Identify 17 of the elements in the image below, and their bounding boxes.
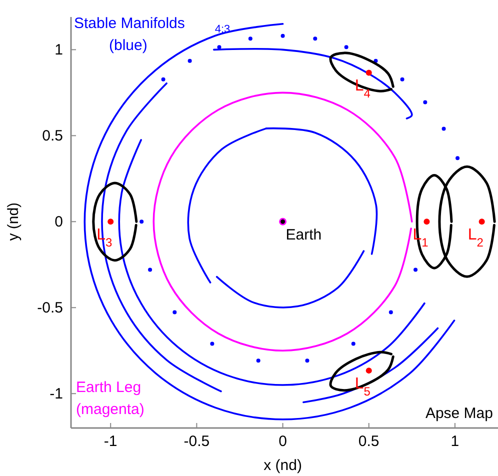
x-tick-label: 1 <box>450 433 460 450</box>
y-axis-title: y (nd) <box>5 202 22 241</box>
text: Earth Leg (magenta) <box>76 379 144 418</box>
x-tick-label: 0.5 <box>358 433 380 450</box>
series-label: Stable Manifolds (blue) <box>74 15 185 54</box>
y-tick-label: 1 <box>54 42 63 59</box>
y-tick-label: -0.5 <box>37 300 63 317</box>
y-tick-label: 0.5 <box>42 128 63 145</box>
x-tick-label: 0 <box>278 433 287 450</box>
annotation: Earth <box>286 226 322 244</box>
y-tick-label: 0 <box>54 214 63 231</box>
annotation: Apse Map <box>425 405 493 422</box>
x-tick-label: -0.5 <box>184 433 210 450</box>
annotation: L$_{2}$ <box>468 226 484 250</box>
x-axis-title: x (nd) <box>264 457 302 474</box>
x-tick-label: -1 <box>104 433 118 450</box>
y-tick-label: -1 <box>50 386 63 403</box>
